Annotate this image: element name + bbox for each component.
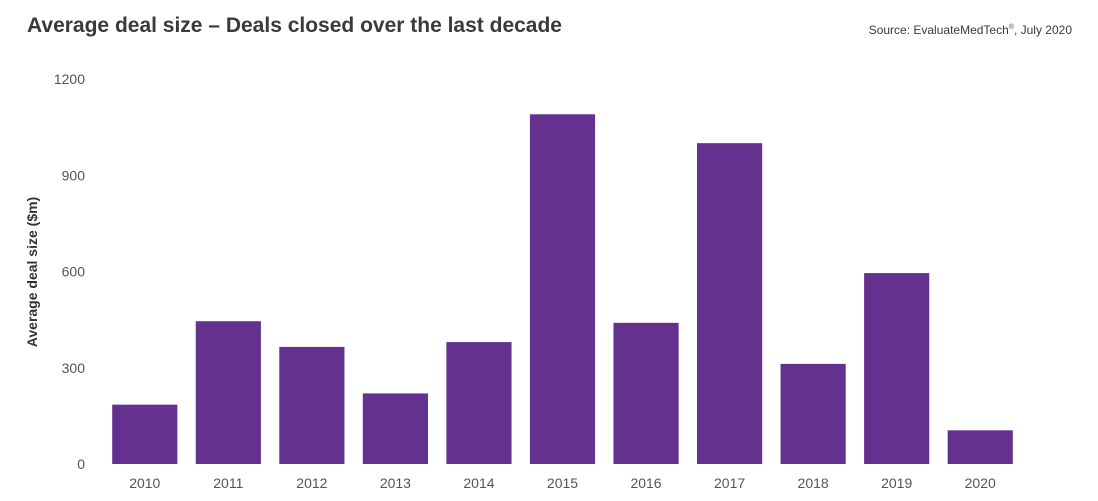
- bar-2011: [195, 321, 261, 464]
- y-axis-label: Average deal size ($m): [24, 197, 40, 347]
- bars: [112, 114, 1013, 465]
- bar-2018: [780, 363, 846, 464]
- source-note: Source: EvaluateMedTech®, July 2020: [868, 23, 1072, 37]
- x-tick-label: 2018: [798, 475, 829, 491]
- y-tick-label: 300: [62, 360, 86, 376]
- bar-2010: [112, 404, 178, 464]
- bar-2019: [864, 273, 930, 464]
- x-tick-label: 2010: [129, 475, 160, 491]
- x-tick-label: 2017: [714, 475, 745, 491]
- bar-2016: [613, 322, 679, 464]
- bar-2015: [529, 114, 596, 465]
- bar-2014: [446, 342, 512, 464]
- bar-2017: [697, 143, 763, 464]
- x-tick-label: 2020: [965, 475, 996, 491]
- y-axis-ticks: 0 300 600 900 1200: [54, 71, 85, 472]
- registered-mark: ®: [1008, 24, 1014, 31]
- y-tick-label: 0: [77, 456, 85, 472]
- x-tick-label: 2015: [547, 475, 578, 491]
- x-tick-label: 2016: [630, 475, 661, 491]
- x-tick-label: 2013: [380, 475, 411, 491]
- chart-title: Average deal size – Deals closed over th…: [27, 14, 562, 37]
- x-tick-label: 2019: [881, 475, 912, 491]
- bar-2013: [362, 393, 428, 464]
- x-tick-label: 2014: [463, 475, 494, 491]
- x-axis-ticks: 2010 2011 2012 2013 2014 2015 2016 2017 2018 2019…: [129, 475, 996, 491]
- bar-2012: [279, 346, 345, 464]
- x-tick-label: 2012: [296, 475, 327, 491]
- y-tick-label: 900: [62, 167, 86, 183]
- y-tick-label: 1200: [54, 71, 85, 87]
- y-tick-label: 600: [62, 264, 86, 280]
- bar-2020: [947, 430, 1013, 464]
- x-tick-label: 2011: [213, 475, 243, 491]
